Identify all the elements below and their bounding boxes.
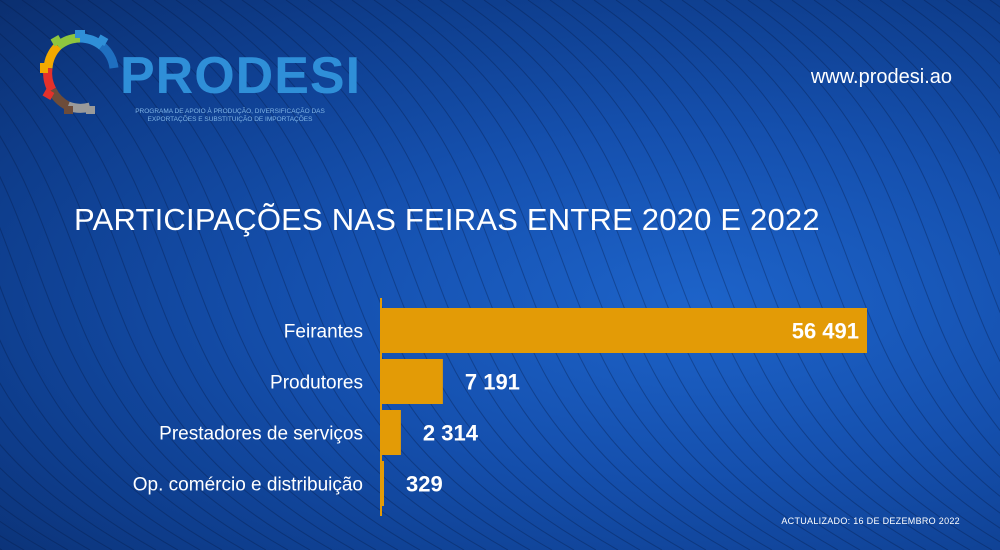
bar-3: [381, 410, 401, 455]
bar-2: [381, 359, 443, 404]
updated-date: ACTUALIZADO: 16 DE DEZEMBRO 2022: [781, 516, 960, 526]
website-link[interactable]: www.prodesi.ao: [810, 66, 952, 88]
category-label: Produtores: [270, 373, 363, 394]
logo-subtitle: PROGRAMA DE APOIO À PRODUÇÃO, DIVERSIFIC…: [135, 108, 325, 124]
category-label: Prestadores de serviços: [159, 424, 363, 445]
prodesi-logo: PRODESI PROGRAMA DE APOIO À PRODUÇÃO, DI…: [40, 28, 360, 138]
category-label: Op. comércio e distribuição: [133, 475, 363, 496]
value-label: 7 191: [465, 370, 520, 395]
bar-1: [381, 308, 867, 353]
value-label: 56 491: [792, 319, 859, 344]
logo-wordmark: PRODESI: [120, 47, 362, 105]
chart-title: PARTICIPAÇÕES NAS FEIRAS ENTRE 2020 E 20…: [74, 202, 820, 237]
value-label: 329: [406, 472, 443, 497]
bar-4: [381, 461, 384, 506]
value-label: 2 314: [423, 421, 479, 446]
gear-icon: [40, 30, 119, 114]
category-label: Feirantes: [284, 322, 363, 343]
